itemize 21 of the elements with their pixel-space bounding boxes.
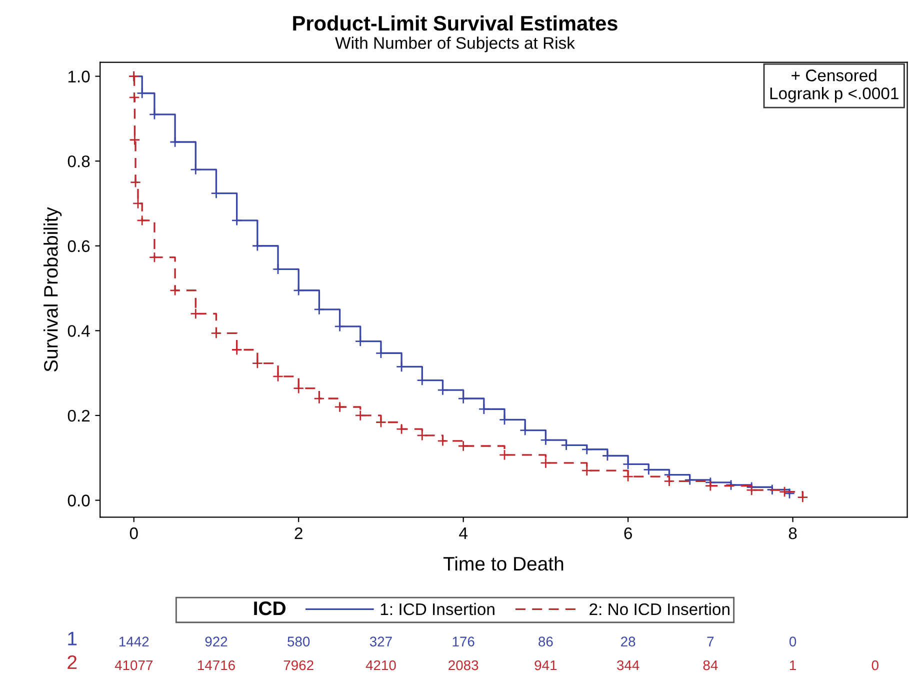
y-tick-label: 1.0: [68, 70, 90, 82]
x-axis-title: Time to Death: [443, 556, 564, 571]
annotation: + Censored Logrank p <.0001: [770, 69, 898, 103]
y-tick-label: 0.8: [68, 155, 90, 168]
x-tick-label: 8: [788, 527, 797, 540]
x-tick-label: 2: [294, 527, 302, 540]
x-tick-label: 0: [130, 527, 138, 540]
legend-title: ICD: [254, 601, 286, 616]
x-tick-label: 6: [624, 527, 632, 540]
chart-title: Product-Limit Survival Estimates: [293, 15, 618, 31]
text: 1 1442 922 580 327 176 86 28 7 0: [68, 632, 796, 646]
x-tick-label: 4: [459, 528, 468, 540]
legend-label: 1: ICD Insertion: [380, 602, 494, 616]
y-tick-label: 0.0: [68, 494, 90, 506]
legend-label: 2: No ICD Insertion: [590, 602, 730, 616]
chart-subtitle: With Number of Subjects at Risk: [335, 36, 575, 52]
y-tick-label: 0.6: [68, 240, 90, 252]
y-tick-label: 0.4: [68, 325, 90, 337]
y-tick-label: 0.2: [68, 410, 90, 422]
y-axis-title: Survival Probability: [44, 207, 62, 372]
text: 2 41077 14716 7962 4210 2083 941 344 84 1 0: [68, 655, 878, 670]
